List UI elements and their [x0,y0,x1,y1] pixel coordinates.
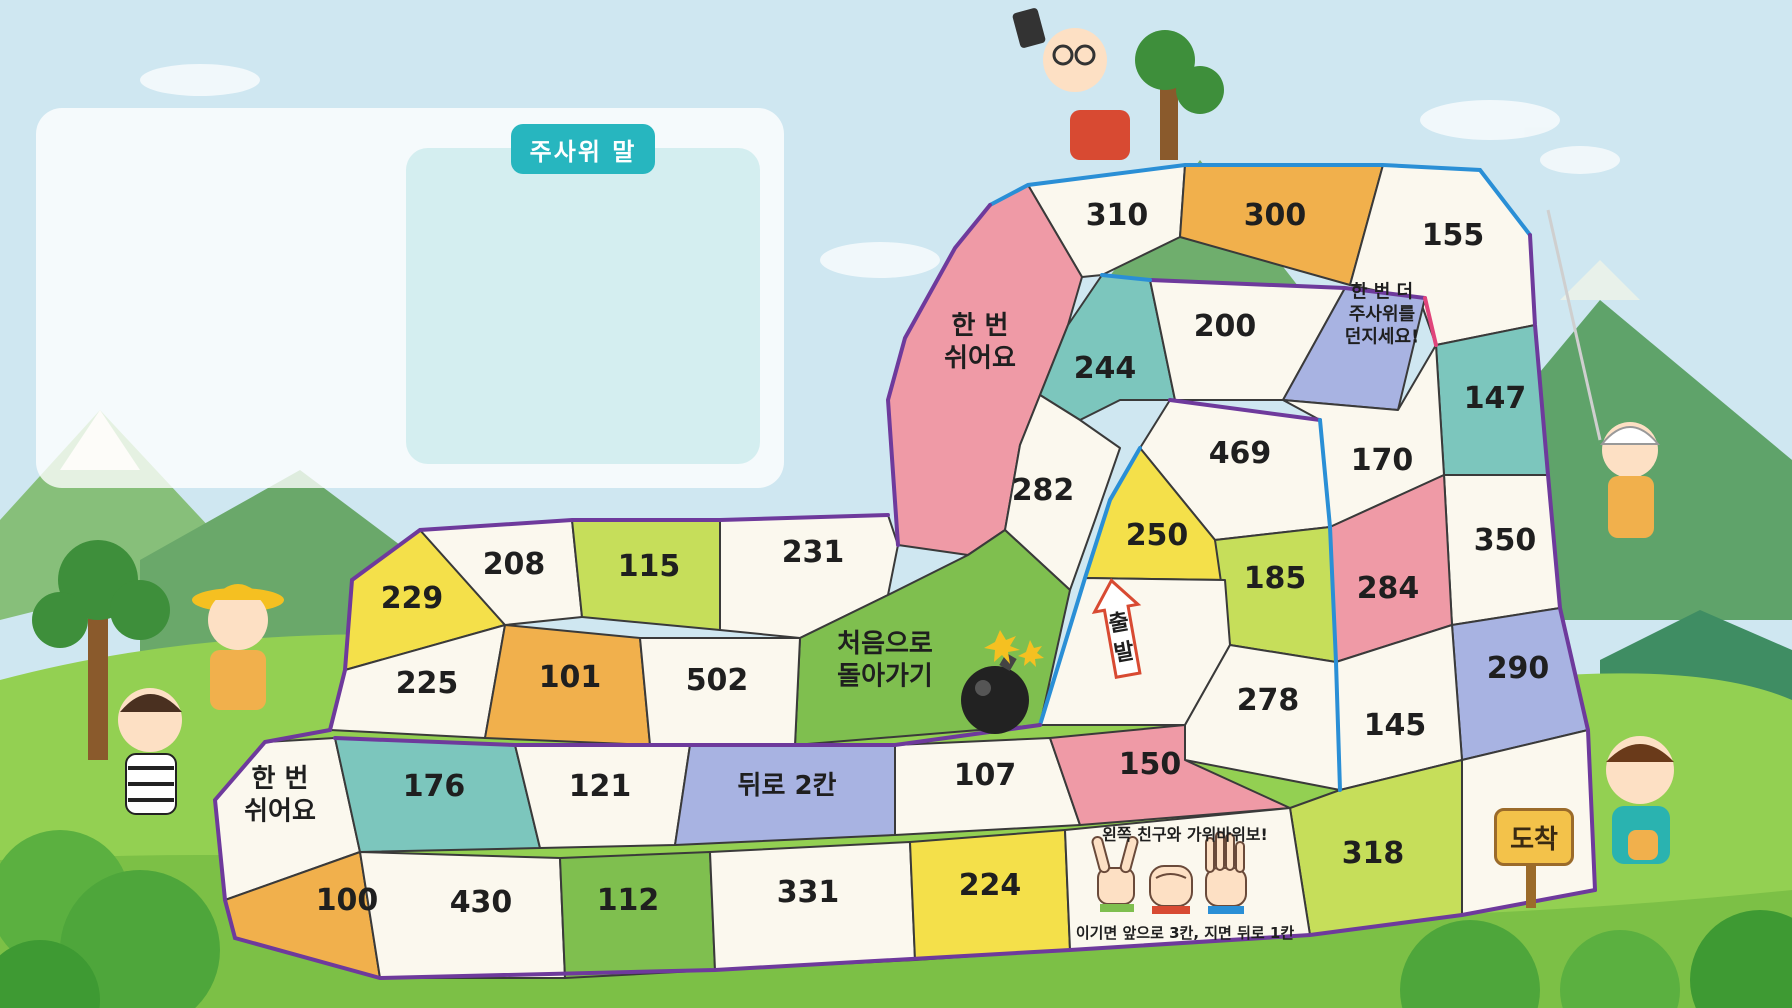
cell-label-430: 430 [450,885,513,920]
start-arrow-icon: 출 발 [1091,578,1142,679]
cell-label-121: 121 [569,769,632,804]
cell-label-rest1: 한 번 쉬어요 [944,311,1016,374]
start-label-2: 발 [1112,639,1136,667]
cell-label-502: 502 [686,663,749,698]
cell-label-101: 101 [539,660,602,695]
cell-labels: 310 300 155 147 350 290 한 번 쉬어요 244 200 한 번 더 주사위를 던… [244,198,1549,920]
cell-label-145: 145 [1364,708,1427,743]
rock-paper-scissors-hands-icon [1091,831,1247,914]
cell-label-318: 318 [1342,836,1405,871]
boy-character-left [118,688,182,815]
cell-label-278: 278 [1237,683,1300,718]
cell-label-again: 한 번 더 주사위를 던지세요! [1345,282,1419,348]
cell-label-112: 112 [597,883,660,918]
cell-label-300: 300 [1244,198,1307,233]
cell-label-100: 100 [316,883,379,918]
cell-label-469: 469 [1209,436,1272,471]
cell-label-150: 150 [1119,747,1182,782]
cell-label-231: 231 [782,535,845,570]
cell-label-331: 331 [777,875,840,910]
paper-hand-icon [1205,831,1247,914]
hiker-character-top [1012,8,1130,160]
cell-label-284: 284 [1357,571,1420,606]
cell-label-224: 224 [959,868,1022,903]
bushes [0,830,1792,1008]
dice-piece-title: 주사위 말 [511,124,655,174]
dice-piece-box[interactable] [406,148,760,464]
scissors-hand-icon [1091,835,1139,912]
cell-label-225: 225 [396,666,459,701]
cell-label-350: 350 [1474,523,1537,558]
clouds [140,64,1620,278]
cell-label-250: 250 [1126,518,1189,553]
bomb-icon [961,630,1044,734]
board-cell-278 [1184,644,1341,791]
cell-label-115: 115 [618,549,681,584]
cell-label-185: 185 [1244,561,1307,596]
goal-sign-post [1526,862,1536,908]
cell-label-208: 208 [483,547,546,582]
cell-label-rest2: 한 번 쉬어요 [244,764,316,827]
cell-label-170: 170 [1351,443,1414,478]
cell-label-244: 244 [1074,351,1137,386]
start-label-1: 출 [1107,609,1131,637]
cell-label-200: 200 [1194,309,1257,344]
rps-top-text: 왼쪽 친구와 가위바위보! [1102,825,1268,844]
cell-label-155: 155 [1422,218,1485,253]
board-outline [212,163,1597,981]
board-cell-282 [1004,394,1121,591]
rps-bottom-text: 이기면 앞으로 3칸, 지면 뒤로 1칸 [1076,924,1294,942]
tree-left [32,540,170,760]
cell-label-back2: 뒤로 2칸 [738,771,837,801]
cell-label-147: 147 [1464,381,1527,416]
cell-label-back: 처음으로 돌아가기 [837,629,933,692]
cell-label-282: 282 [1012,473,1075,508]
goal-sign: 도착 [1494,808,1574,866]
girl-character-left [192,584,284,710]
tree-top [1135,30,1224,160]
climber-character-right [1546,209,1661,538]
cell-label-229: 229 [381,581,444,616]
cell-label-107: 107 [954,758,1017,793]
board-cell-150 [1049,724,1291,826]
cell-label-176: 176 [403,769,466,804]
cell-label-290: 290 [1487,651,1550,686]
rock-hand-icon [1149,865,1193,914]
boy-character-right [1606,736,1674,864]
cell-label-310: 310 [1086,198,1149,233]
